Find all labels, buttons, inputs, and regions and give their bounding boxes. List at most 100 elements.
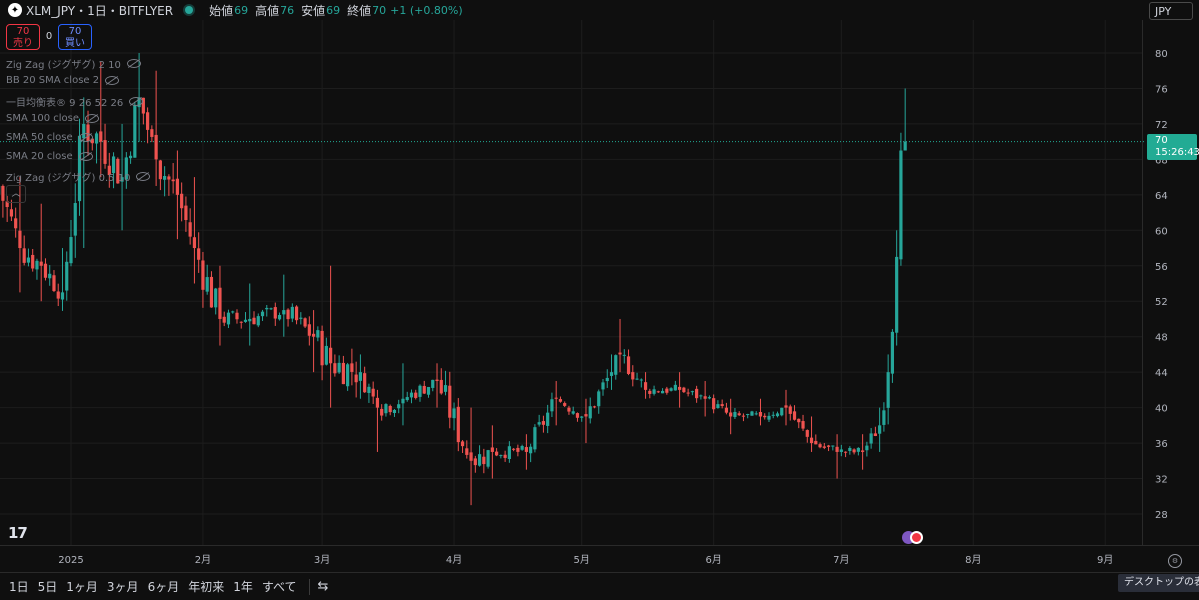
candle-body (490, 447, 494, 452)
candle-body (388, 405, 392, 413)
y-tick-label: 72 (1155, 120, 1168, 131)
indicator-legend-item[interactable]: Zig Zag (ジグザグ) 0.5 10 (6, 169, 151, 184)
candle-body (690, 391, 694, 393)
candle-body (592, 406, 597, 408)
range-all-button[interactable]: すべて (261, 580, 297, 594)
tradingview-logo[interactable]: 17 (8, 524, 28, 542)
hidden-eye-icon[interactable] (136, 172, 151, 181)
candle-body (529, 446, 533, 454)
candle-body (341, 362, 345, 385)
y-tick-label: 80 (1155, 49, 1168, 60)
candle-body (882, 410, 886, 425)
candle-body (316, 330, 320, 338)
candle-body (456, 406, 460, 443)
candle-body (235, 312, 239, 320)
candle-body (99, 131, 103, 142)
event-markers[interactable] (902, 531, 930, 545)
indicator-legend-item[interactable]: Zig Zag (ジグザグ) 2 10 (6, 56, 141, 71)
indicator-legend-item[interactable]: SMA 20 close (6, 151, 93, 162)
candle-body (780, 407, 784, 416)
symbol-title[interactable]: XLM_JPY・1日・BITFLYER (26, 3, 174, 18)
x-tick-label: 2025 (58, 555, 83, 566)
candle-body (741, 415, 746, 417)
candle-body (520, 445, 524, 450)
candle-body (886, 372, 890, 408)
candle-body (507, 446, 511, 459)
candle-body (788, 406, 792, 414)
candle-body (439, 379, 443, 394)
price-chart[interactable]: 28 32 36 40 44 48 52 56 60 64 68 72 76 80 2025 2月 3月 4月 5… (0, 0, 1199, 572)
candle-body (605, 377, 609, 382)
go-to-date-calendar-icon[interactable]: ⇆ (317, 579, 329, 594)
indicator-legend-item[interactable]: SMA 50 close (6, 132, 93, 143)
candle-body (273, 307, 277, 319)
candle-body (333, 363, 337, 374)
hidden-eye-icon[interactable] (78, 152, 93, 161)
open-label: 始値 (209, 3, 234, 18)
candle-body (486, 450, 490, 467)
indicator-legend-item[interactable]: 一目均衡表® 9 26 52 26 (6, 94, 144, 109)
chart-header: ✦ XLM_JPY・1日・BITFLYER 始値 69 高値 76 安値 69 終値 7… (0, 0, 1140, 20)
candle-body (558, 399, 563, 402)
currency-button[interactable]: JPY (1149, 2, 1193, 20)
candle-body (818, 444, 822, 448)
indicator-legend-item[interactable]: SMA 100 close (6, 113, 100, 124)
candle-body (418, 385, 422, 397)
last-price-tag: 70 15:26:43 (1147, 134, 1199, 160)
range-1y-button[interactable]: 1年 (233, 580, 253, 594)
candle-body (243, 319, 248, 322)
candle-body (43, 263, 48, 278)
candle-body (678, 386, 682, 390)
indicator-legend-item[interactable]: BB 20 SMA close 2 (6, 75, 120, 86)
collapse-legend-button[interactable]: ︿ (6, 185, 26, 203)
candle-body (329, 347, 333, 364)
candle-body (116, 158, 120, 184)
hidden-eye-icon[interactable] (126, 59, 141, 68)
candle-body (128, 155, 133, 159)
candle-body (354, 374, 358, 383)
candle-body (26, 257, 31, 263)
candle-body (499, 455, 503, 457)
candle-body (869, 433, 873, 444)
candle-body (307, 324, 311, 336)
hidden-eye-icon[interactable] (129, 97, 144, 106)
candle-body (48, 273, 52, 279)
sell-button[interactable]: 70 売り (6, 24, 40, 50)
open-value: 69 (234, 3, 249, 17)
hidden-eye-icon[interactable] (105, 76, 120, 85)
hidden-eye-icon[interactable] (85, 114, 100, 123)
candle-body (861, 450, 865, 452)
candle-body (784, 405, 788, 408)
candle-body (39, 261, 43, 266)
candle-body (286, 309, 290, 320)
range-ytd-button[interactable]: 年初来 (188, 580, 225, 594)
hidden-eye-icon[interactable] (78, 133, 93, 142)
candle-body (541, 421, 546, 425)
currency-label: JPY (1155, 4, 1172, 18)
candle-body (188, 222, 192, 237)
buy-button[interactable]: 70 買い (58, 24, 92, 50)
y-tick-label: 36 (1155, 439, 1168, 450)
candle-body (477, 454, 482, 466)
range-3m-button[interactable]: 3ヶ月 (106, 580, 139, 594)
candle-body (584, 414, 588, 417)
candle-body (729, 412, 733, 417)
event-icon[interactable] (910, 531, 923, 544)
candle-body (597, 391, 601, 407)
candle-body (763, 415, 767, 418)
candle-body (669, 388, 673, 391)
chart-settings-gear-icon[interactable]: ⚙ (1168, 554, 1182, 568)
range-1d-button[interactable]: 1日 (9, 580, 29, 594)
candles (0, 53, 907, 506)
candle-body (703, 396, 707, 399)
candle-body (384, 404, 388, 414)
sell-price: 70 (16, 26, 30, 37)
candle-body (414, 392, 418, 398)
range-1m-button[interactable]: 1ヶ月 (66, 580, 98, 594)
candle-body (673, 384, 677, 391)
range-6m-button[interactable]: 6ヶ月 (147, 580, 180, 594)
candle-body (469, 452, 473, 461)
candle-body (175, 178, 179, 195)
range-5d-button[interactable]: 5日 (37, 580, 58, 594)
candle-body (652, 389, 656, 394)
